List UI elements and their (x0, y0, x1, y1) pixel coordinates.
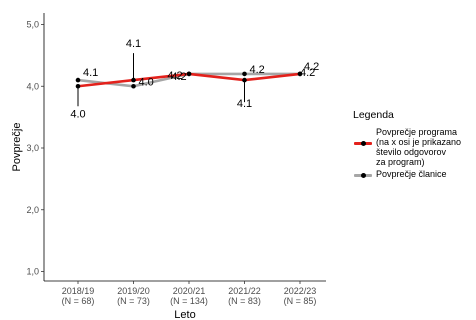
y-tick-label: 2,0 (26, 205, 39, 215)
program-point (131, 77, 136, 83)
legend-key-program (352, 137, 374, 149)
program-point (75, 83, 81, 89)
x-tick-label: 2022/23 (284, 286, 317, 296)
points (75, 71, 303, 89)
x-tick-label: 2019/20 (117, 286, 150, 296)
x-tick-count: (N = 68) (62, 296, 95, 306)
member-value-label: 4.1 (83, 67, 98, 79)
member-value-label: 4.2 (250, 64, 265, 76)
legend-key-member (352, 169, 374, 181)
x-tick-count: (N = 73) (117, 296, 150, 306)
member-point (186, 71, 192, 77)
legend: Legenda Povprečje programa (na x osi je … (352, 109, 476, 183)
legend-item-program: Povprečje programa (na x osi je prikazan… (352, 127, 476, 167)
member-value-label: 4.0 (139, 76, 154, 88)
program-value-label: 4.1 (237, 98, 252, 110)
y-tick-label: 3,0 (26, 143, 39, 153)
axes (43, 13, 326, 282)
member-value-label: 4.2 (167, 70, 182, 82)
x-tick-label: 2021/22 (228, 286, 261, 296)
program-value-label: 4.0 (70, 108, 85, 120)
program-value-label: 4.2 (171, 71, 186, 83)
program-point (242, 77, 247, 83)
program-value-label: 4.2 (300, 67, 315, 79)
program-value-label: 4.1 (126, 38, 141, 50)
difference-bars (77, 53, 245, 107)
y-tick-label: 5,0 (26, 20, 39, 30)
y-ticks: 1,0 2,0 3,0 4,0 5,0 (26, 20, 44, 277)
legend-label-member: Povprečje članice (376, 169, 447, 179)
y-tick-label: 1,0 (26, 267, 39, 277)
data-labels: 4.04.14.24.14.24.14.04.2 4.2 4.2 (70, 38, 319, 120)
member-point (242, 71, 247, 77)
x-tick-count: (N = 83) (228, 296, 261, 306)
x-tick-label: 2018/19 (62, 286, 95, 296)
x-tick-label: 2020/21 (173, 286, 206, 296)
legend-label-program: Povprečje programa (na x osi je prikazan… (376, 127, 462, 167)
x-axis-title: Leto (174, 309, 195, 320)
member-value-label: 4.2 (304, 61, 319, 73)
member-point (75, 77, 81, 83)
x-ticks: 2018/19(N = 68)2019/20(N = 73)2020/21(N … (62, 281, 317, 306)
member-point (297, 71, 303, 77)
x-tick-count: (N = 85) (284, 296, 317, 306)
y-axis-title: Povprečje (11, 123, 23, 172)
legend-item-member: Povprečje članice (352, 169, 476, 181)
legend-title: Legenda (353, 109, 394, 121)
x-tick-count: (N = 134) (170, 296, 208, 306)
y-tick-label: 4,0 (26, 81, 39, 91)
member-point (131, 83, 136, 89)
